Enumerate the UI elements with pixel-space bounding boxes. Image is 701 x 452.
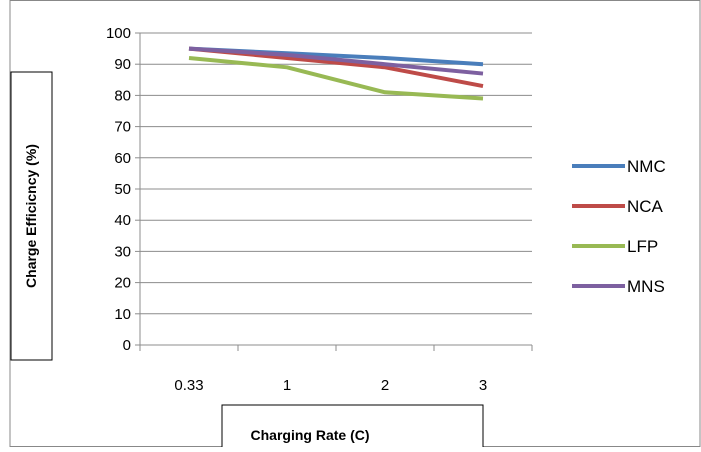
tick-labels: 0 10 20 30 40 50 60 70 80 90 100 0.33 1 2 3 xyxy=(106,25,487,394)
y-tick-label-0: 0 xyxy=(123,337,131,354)
series-lines xyxy=(188,46,484,101)
y-tick-label-10: 10 xyxy=(114,306,131,323)
legend-label-nmc: NMC xyxy=(627,157,666,176)
legend-label-mns: MNS xyxy=(627,277,665,296)
y-axis-title: Charge Efficicncy (%) xyxy=(23,144,39,288)
x-tick-label-1: 1 xyxy=(283,377,291,394)
y-tick-label-60: 60 xyxy=(114,150,131,167)
x-tick-label-3: 3 xyxy=(479,377,487,394)
gridlines xyxy=(140,32,532,315)
y-tick-label-50: 50 xyxy=(114,181,131,198)
x-axis-title: Charging Rate (C) xyxy=(251,427,370,443)
series-line-lfp xyxy=(188,55,484,101)
y-tick-label-70: 70 xyxy=(114,119,131,136)
axes xyxy=(135,32,533,351)
y-tick-label-30: 30 xyxy=(114,243,131,260)
y-tick-label-100: 100 xyxy=(106,25,131,42)
series-line-mns xyxy=(188,46,484,76)
x-tick-label-2: 2 xyxy=(381,377,389,394)
y-tick-label-20: 20 xyxy=(114,275,131,292)
y-axis-title-box xyxy=(10,71,53,361)
legend: NMC NCA LFP MNS xyxy=(572,157,666,296)
y-tick-label-40: 40 xyxy=(114,212,131,229)
y-tick-label-90: 90 xyxy=(114,56,131,73)
y-tick-label-80: 80 xyxy=(114,87,131,104)
x-tick-label-0.33: 0.33 xyxy=(174,377,203,394)
legend-label-nca: NCA xyxy=(627,197,664,216)
legend-label-lfp: LFP xyxy=(627,237,658,256)
